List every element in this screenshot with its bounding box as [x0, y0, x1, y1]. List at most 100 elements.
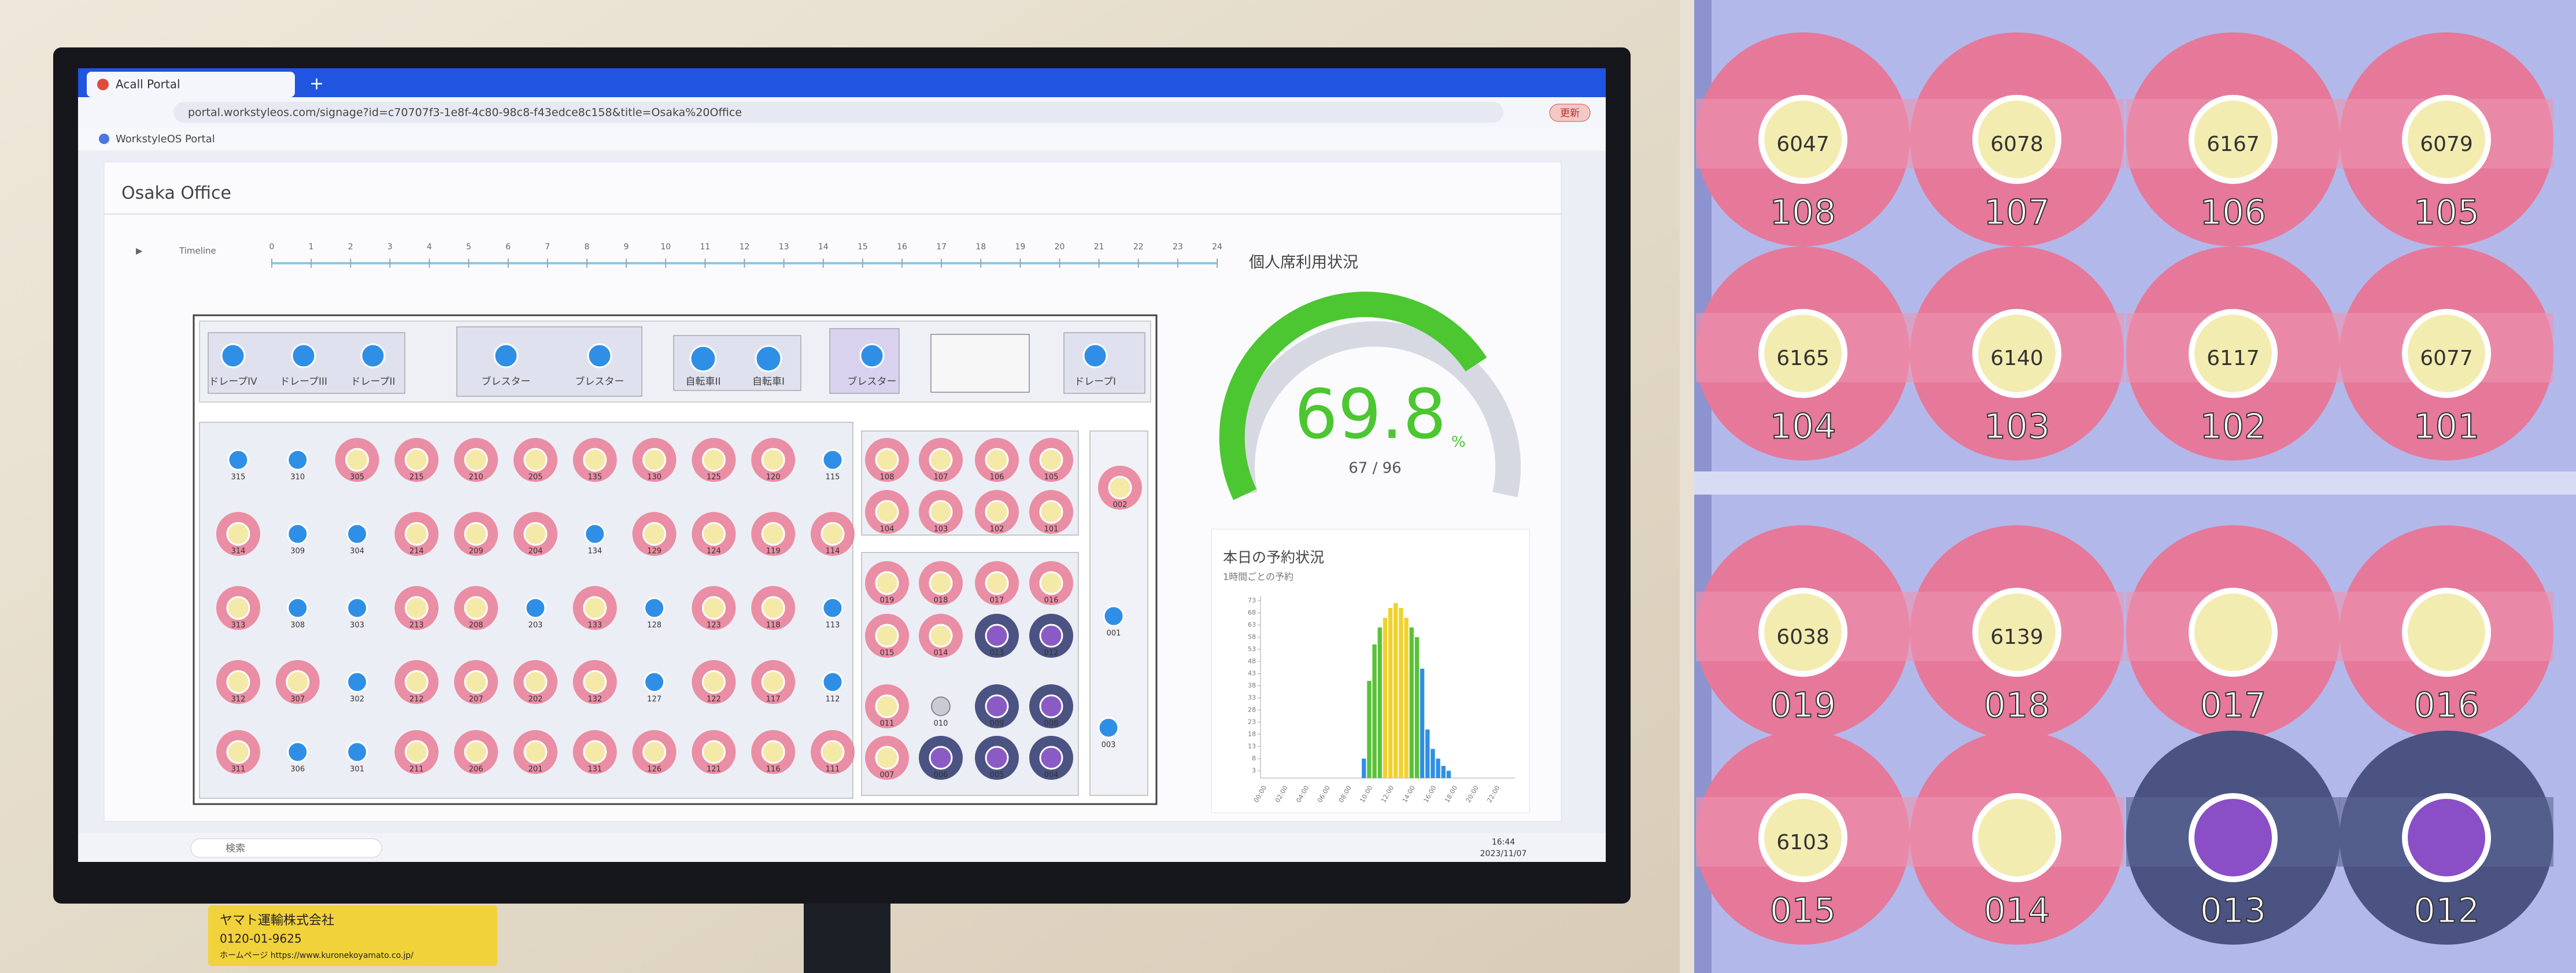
- seat-avatar: [701, 522, 726, 546]
- seat-avatar: [286, 670, 310, 694]
- room-icon: [220, 343, 246, 368]
- update-label: 更新: [1560, 108, 1580, 119]
- seat-number: 112: [826, 695, 840, 704]
- seat-number: 207: [469, 695, 483, 704]
- zoom-seat-code: 6038: [1776, 625, 1830, 649]
- seat-number: 305: [350, 473, 364, 482]
- bar: [1377, 627, 1382, 778]
- y-tick-label: 53: [1248, 645, 1256, 653]
- room-label: ドレープIV: [209, 376, 257, 388]
- zoom-seat-avatar: [2189, 309, 2278, 398]
- timeline-tick-label: 9: [624, 242, 629, 252]
- zoom-seat-number: 016: [2414, 685, 2480, 726]
- timeline-tick-label: 1: [309, 242, 314, 252]
- seat-number: 130: [647, 473, 661, 482]
- bar: [1436, 758, 1440, 778]
- y-tick-label: 18: [1248, 730, 1256, 738]
- seat-avatar: [642, 522, 667, 546]
- zoom-seat-code: 6078: [1990, 132, 2043, 156]
- room-label: ブレスター: [482, 375, 531, 388]
- seat-dot: [931, 696, 951, 716]
- seat-avatar: [1039, 694, 1063, 718]
- tab-title: Acall Portal: [116, 78, 180, 91]
- timeline-tick-label: 11: [700, 242, 710, 252]
- timeline-tick-label: 6: [505, 242, 511, 252]
- seat-number: 019: [880, 596, 895, 605]
- seat-number: 119: [766, 547, 781, 556]
- seat-number: 111: [826, 765, 840, 774]
- seat-avatar: [761, 740, 785, 764]
- seat-number: 314: [231, 547, 246, 556]
- seat-avatar: [464, 448, 488, 472]
- seat-number: 312: [231, 695, 246, 704]
- seat-number: 213: [409, 621, 424, 630]
- seat-number: 203: [528, 621, 543, 630]
- seat-avatar: [583, 670, 607, 694]
- y-tick-label: 3: [1252, 766, 1256, 774]
- seat-avatar: [929, 571, 953, 595]
- reservation-title: 本日の予約状況: [1223, 549, 1324, 566]
- update-button[interactable]: [1549, 104, 1591, 122]
- seat-avatar: [226, 670, 250, 694]
- zoom-seat-avatar: [2402, 588, 2491, 677]
- seat-avatar: [985, 571, 1009, 595]
- timeline-tick-label: 14: [818, 242, 829, 252]
- seat-number: 202: [528, 695, 543, 704]
- bar: [1367, 681, 1372, 778]
- seat-avatar: [226, 522, 250, 546]
- seat-number: 128: [647, 621, 661, 630]
- seat-number: 315: [231, 473, 246, 482]
- seat-number: 201: [528, 765, 543, 774]
- room-icon: [689, 345, 717, 373]
- url-field[interactable]: [173, 102, 1503, 123]
- zoom-seat-number: 101: [2414, 407, 2480, 447]
- seat-number: 017: [990, 596, 1004, 605]
- seat-dot: [822, 449, 844, 471]
- seat-number: 215: [409, 473, 424, 482]
- seat-avatar: [929, 624, 953, 648]
- zoom-seat-code: 6077: [2420, 347, 2473, 370]
- seat-avatar: [583, 448, 607, 472]
- sticker-homepage: ホームページ https://www.kuronekoyamato.co.jp/: [220, 951, 413, 960]
- timeline-tick-label: 5: [466, 242, 471, 252]
- seat-number: 007: [880, 771, 895, 780]
- timeline-tick-label: 20: [1055, 242, 1065, 252]
- seat-avatar: [701, 596, 726, 620]
- seat-number: 107: [934, 473, 948, 482]
- new-tab[interactable]: +: [309, 74, 324, 94]
- tab[interactable]: [87, 72, 295, 97]
- seat-number: 208: [469, 621, 483, 630]
- zoom-seat-code: 6167: [2207, 132, 2260, 156]
- seat-avatar: [464, 740, 488, 764]
- seat-number: 005: [990, 771, 1004, 780]
- zoom-seat-number: 015: [1770, 891, 1836, 931]
- room-label: ドレープI: [1074, 376, 1116, 388]
- seat-number: 123: [707, 621, 721, 630]
- seat-number: 011: [880, 720, 895, 728]
- seat-number: 113: [826, 621, 840, 630]
- y-tick-label: 23: [1248, 718, 1256, 725]
- seat-avatar: [875, 746, 899, 770]
- zoom-divider: [1694, 471, 2576, 495]
- seat-number: 009: [990, 720, 1004, 728]
- seat-number: 106: [990, 473, 1004, 482]
- usage-value: 69.8: [1295, 374, 1447, 454]
- seat-number: 116: [766, 765, 781, 774]
- url: portal.workstyleos.com/signage?id=c70707…: [188, 106, 742, 119]
- zoom-seat-code: 6117: [2207, 347, 2260, 370]
- seat-avatar: [1039, 746, 1063, 770]
- seat-avatar: [1108, 476, 1132, 500]
- seat-number: 118: [766, 621, 781, 630]
- zoom-seat-avatar: [1758, 588, 1847, 677]
- zoom-seat-avatar: [1758, 793, 1847, 882]
- seat-avatar: [404, 596, 428, 620]
- seat-avatar: [875, 571, 899, 595]
- seat-number: 016: [1044, 596, 1059, 605]
- bar: [1425, 729, 1430, 778]
- seat-number: 212: [409, 695, 424, 704]
- timeline-tick-label: 15: [858, 242, 868, 252]
- room-icon: [291, 343, 316, 368]
- search-box[interactable]: [190, 838, 382, 858]
- bar: [1383, 617, 1388, 778]
- timeline-play[interactable]: ▶: [136, 246, 143, 256]
